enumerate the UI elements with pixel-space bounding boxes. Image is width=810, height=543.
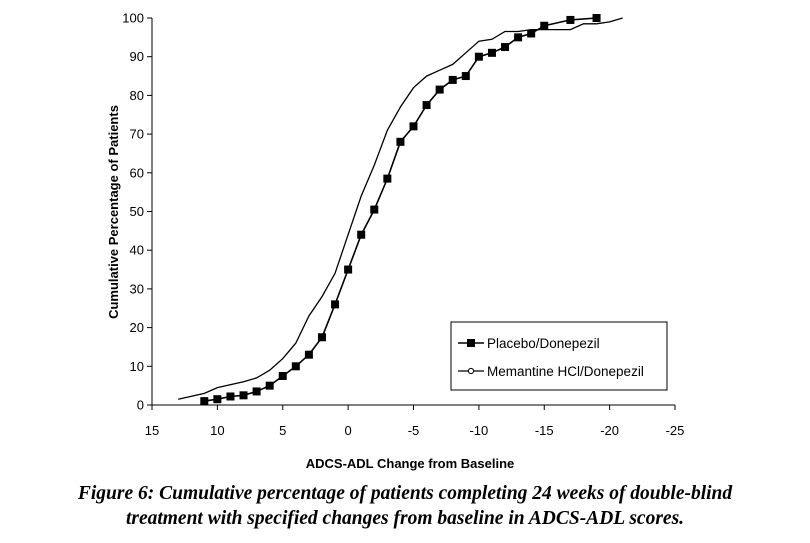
legend-box bbox=[450, 321, 668, 391]
x-tick-label: 5 bbox=[279, 423, 286, 438]
data-point-placebo bbox=[200, 397, 209, 406]
data-point-placebo bbox=[527, 29, 536, 38]
data-point-placebo bbox=[291, 362, 300, 371]
data-point-placebo bbox=[501, 43, 510, 52]
data-point-placebo bbox=[252, 387, 261, 396]
data-point-placebo bbox=[383, 174, 392, 183]
x-tick-label: -15 bbox=[535, 423, 554, 438]
x-axis-title: ADCS-ADL Change from Baseline bbox=[306, 456, 515, 471]
y-tick-label: 20 bbox=[130, 320, 144, 335]
y-tick-label: 90 bbox=[130, 49, 144, 64]
data-point-placebo bbox=[540, 21, 549, 30]
x-tick-label: 0 bbox=[345, 423, 352, 438]
figure-caption-line-2: treatment with specified changes from ba… bbox=[125, 508, 685, 529]
data-point-placebo bbox=[304, 350, 313, 359]
y-tick-label: 10 bbox=[130, 359, 144, 374]
y-tick-label: 60 bbox=[130, 165, 144, 180]
data-point-placebo bbox=[474, 52, 483, 61]
data-point-placebo bbox=[461, 72, 470, 81]
data-point-placebo bbox=[265, 381, 274, 390]
data-point-placebo bbox=[331, 300, 340, 309]
x-tick-label: 10 bbox=[210, 423, 224, 438]
data-point-placebo bbox=[317, 333, 326, 342]
figure-caption-line-1: Figure 6: Cumulative percentage of patie… bbox=[77, 483, 733, 504]
legend: Placebo/Donepezil Memantine HCl/Donepezi… bbox=[450, 321, 668, 391]
y-tick-label: 30 bbox=[130, 281, 144, 296]
x-tick-label: 15 bbox=[145, 423, 159, 438]
legend-label-placebo: Placebo/Donepezil bbox=[487, 336, 600, 351]
data-point-placebo bbox=[213, 395, 222, 404]
y-tick-label: 40 bbox=[130, 243, 144, 258]
data-point-placebo bbox=[370, 205, 379, 214]
x-tick-label: -10 bbox=[469, 423, 488, 438]
data-point-placebo bbox=[514, 33, 523, 42]
data-point-placebo bbox=[226, 392, 235, 401]
x-tick-label: -20 bbox=[600, 423, 619, 438]
data-point-placebo bbox=[357, 230, 366, 239]
data-point-placebo bbox=[278, 371, 287, 380]
legend-marker-placebo bbox=[467, 339, 475, 347]
data-point-placebo bbox=[448, 75, 457, 84]
y-axis-title: Cumulative Percentage of Patients bbox=[106, 105, 121, 319]
y-tick-label: 0 bbox=[137, 398, 144, 413]
data-point-placebo bbox=[566, 15, 575, 24]
data-point-placebo bbox=[344, 265, 353, 274]
data-point-placebo bbox=[592, 14, 601, 22]
y-tick-label: 100 bbox=[122, 11, 144, 26]
data-point-placebo bbox=[422, 101, 431, 110]
legend-label-memantine: Memantine HCl/Donepezil bbox=[487, 364, 644, 379]
data-point-placebo bbox=[396, 137, 405, 146]
y-tick-label: 80 bbox=[130, 88, 144, 103]
data-point-placebo bbox=[435, 85, 444, 94]
data-point-placebo bbox=[487, 48, 496, 57]
y-tick-label: 70 bbox=[130, 127, 144, 142]
data-point-placebo bbox=[239, 391, 248, 400]
series-line-memantine bbox=[178, 17, 623, 400]
legend-marker-memantine bbox=[467, 367, 475, 375]
y-tick-label: 50 bbox=[130, 204, 144, 219]
x-tick-label: -5 bbox=[408, 423, 420, 438]
data-point-placebo bbox=[409, 122, 418, 131]
x-tick-label: -25 bbox=[666, 423, 685, 438]
